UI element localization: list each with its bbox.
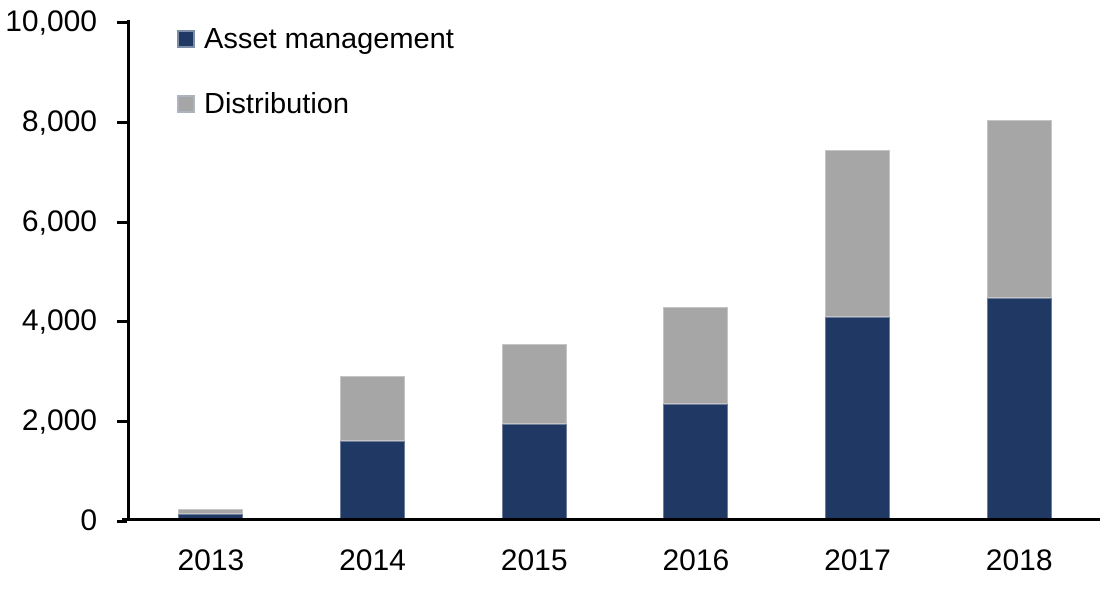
legend-item-asset-management: Asset management xyxy=(177,22,454,56)
legend-label-distribution: Distribution xyxy=(204,88,350,120)
bar-segment xyxy=(825,316,890,519)
legend-item-distribution: Distribution xyxy=(177,87,454,121)
y-tick-label: 6,000 xyxy=(21,204,97,238)
bar-2014 xyxy=(340,20,405,519)
bar-segment xyxy=(340,375,405,441)
bar-segment xyxy=(663,306,729,405)
x-axis-line xyxy=(122,518,1100,521)
x-tick-label-2016: 2016 xyxy=(662,544,730,577)
bar-segment xyxy=(663,404,729,519)
x-tick-label-2014: 2014 xyxy=(339,544,406,577)
bar-2018 xyxy=(986,20,1052,519)
bar-segment xyxy=(825,150,890,317)
y-tick-mark xyxy=(117,21,127,24)
x-tick-label-2015: 2015 xyxy=(500,544,568,577)
bar-segment xyxy=(501,424,567,519)
x-axis-tick-labels: 2013 2014 2015 2016 2017 2018 xyxy=(130,543,1100,583)
bar-2013 xyxy=(178,20,244,519)
legend-swatch-asset-management xyxy=(177,30,195,48)
bar-segment xyxy=(501,344,567,425)
plot-area: Asset management Distribution xyxy=(117,20,1100,523)
x-tick-label-2017: 2017 xyxy=(824,544,891,577)
bar-segment xyxy=(340,440,405,519)
y-tick-mark xyxy=(117,520,127,523)
y-tick-mark xyxy=(117,120,127,124)
bar-2017 xyxy=(825,20,890,519)
bar-segment xyxy=(986,119,1052,299)
bar-2015 xyxy=(501,20,567,519)
x-tick-label-2018: 2018 xyxy=(985,544,1053,577)
y-axis-tick-labels: 0 2,000 4,000 6,000 8,000 10,000 xyxy=(0,5,97,537)
y-tick-mark xyxy=(117,220,127,224)
bar-segment xyxy=(986,298,1052,519)
x-tick-label-2013: 2013 xyxy=(177,544,245,577)
bar-segment xyxy=(178,509,244,515)
y-axis-line xyxy=(127,20,130,521)
y-tick-label: 2,000 xyxy=(21,404,97,438)
y-tick-label: 4,000 xyxy=(21,304,97,338)
legend: Asset management Distribution xyxy=(177,22,454,121)
legend-label-asset-management: Asset management xyxy=(204,23,454,55)
y-tick-label: 8,000 xyxy=(21,104,97,138)
y-tick-mark xyxy=(117,420,127,424)
y-tick-label: 10,000 xyxy=(5,5,97,38)
bar-segment xyxy=(178,514,244,519)
bar-2016 xyxy=(663,20,729,519)
y-tick-label: 0 xyxy=(80,504,97,537)
y-tick-mark xyxy=(117,320,127,324)
legend-swatch-distribution xyxy=(177,95,195,113)
